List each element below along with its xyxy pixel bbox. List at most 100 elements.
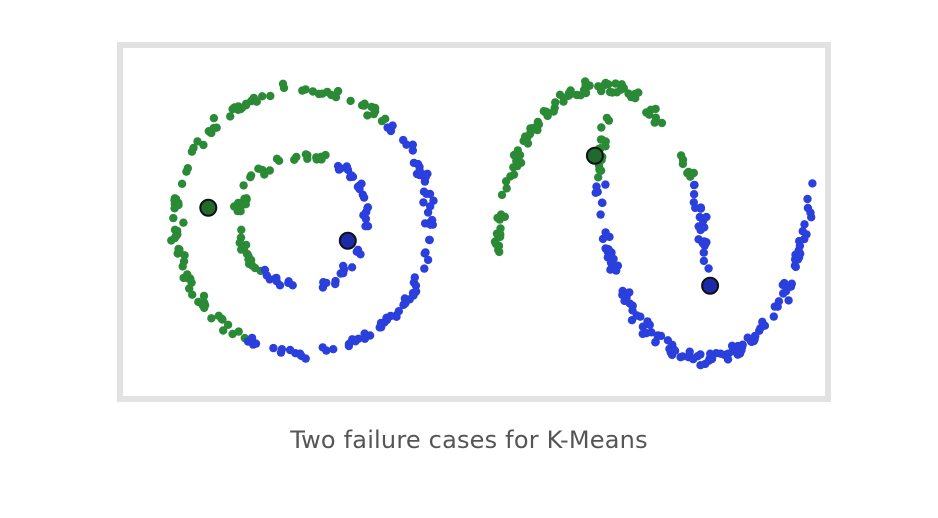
data-point — [276, 348, 286, 357]
data-point — [502, 184, 511, 193]
data-point — [241, 200, 250, 209]
data-point — [173, 226, 182, 236]
data-point — [751, 332, 760, 341]
data-point — [706, 349, 715, 358]
data-point — [359, 193, 369, 202]
data-point — [493, 213, 502, 223]
data-point — [265, 166, 274, 175]
data-point — [239, 181, 248, 190]
data-point — [235, 206, 245, 215]
data-point — [323, 87, 332, 97]
data-point — [178, 262, 187, 271]
data-point — [591, 188, 600, 197]
data-point — [419, 187, 429, 196]
data-point — [421, 248, 430, 257]
data-point — [650, 118, 659, 127]
data-point — [411, 281, 421, 290]
data-point — [363, 222, 373, 231]
data-point — [363, 111, 372, 120]
data-point — [694, 235, 703, 244]
data-point — [199, 291, 209, 301]
data-point — [169, 213, 178, 223]
data-point — [336, 164, 345, 173]
data-point — [188, 290, 197, 299]
data-point — [423, 255, 433, 265]
data-point — [170, 196, 179, 205]
data-point — [204, 127, 213, 136]
data-point — [412, 169, 422, 179]
data-point — [597, 198, 607, 207]
data-point — [738, 340, 747, 349]
data-point — [308, 87, 318, 96]
data-point — [179, 218, 188, 227]
data-point — [696, 225, 705, 235]
data-point — [491, 239, 501, 249]
data-point — [198, 300, 207, 310]
data-point — [598, 234, 608, 244]
data-point — [651, 337, 660, 347]
data-point — [386, 311, 395, 321]
data-point — [616, 85, 626, 94]
data-point — [329, 345, 338, 354]
data-point — [346, 96, 355, 106]
data-point — [241, 240, 251, 250]
data-point — [233, 105, 243, 114]
panel-two-moons — [490, 77, 817, 370]
data-point — [269, 343, 278, 353]
data-point — [290, 155, 299, 164]
data-point — [800, 220, 809, 229]
data-point — [784, 296, 793, 305]
data-point — [318, 283, 328, 292]
data-point — [167, 236, 176, 245]
data-point — [601, 228, 610, 237]
data-point — [618, 286, 627, 296]
data-point — [376, 318, 386, 328]
data-point — [318, 343, 327, 352]
data-point — [339, 261, 348, 271]
data-point — [189, 143, 198, 153]
data-point — [723, 355, 733, 364]
data-point — [733, 350, 742, 359]
data-point — [425, 235, 434, 245]
centroid-marker — [701, 276, 720, 295]
data-point — [790, 261, 800, 270]
data-point — [361, 214, 371, 224]
data-point — [410, 273, 419, 282]
data-point — [367, 102, 376, 112]
data-point — [248, 261, 257, 270]
data-point — [696, 203, 706, 212]
data-point — [605, 246, 614, 255]
data-point — [605, 87, 615, 97]
data-point — [214, 311, 223, 320]
data-point — [175, 245, 184, 255]
data-point — [533, 117, 543, 127]
data-point — [525, 129, 535, 139]
data-point — [496, 224, 505, 233]
data-point — [278, 79, 288, 88]
data-point — [180, 251, 189, 260]
data-point — [359, 101, 369, 110]
data-point — [212, 123, 221, 132]
data-point — [260, 265, 270, 275]
data-point — [347, 263, 357, 272]
data-point — [790, 255, 800, 264]
data-point — [585, 81, 594, 90]
data-point — [495, 247, 504, 257]
data-point — [774, 297, 784, 306]
data-point — [611, 79, 620, 88]
data-point — [272, 154, 282, 163]
data-point — [501, 177, 511, 186]
data-point — [689, 190, 699, 199]
data-point — [254, 164, 263, 173]
data-point — [497, 190, 507, 200]
data-point — [339, 269, 348, 278]
data-point — [611, 264, 621, 274]
data-point — [317, 155, 326, 164]
data-point — [702, 212, 711, 222]
data-point — [802, 230, 811, 239]
data-point — [743, 333, 752, 342]
data-point — [500, 212, 509, 221]
data-point — [409, 158, 419, 168]
data-point — [251, 339, 261, 348]
data-point — [704, 264, 713, 273]
